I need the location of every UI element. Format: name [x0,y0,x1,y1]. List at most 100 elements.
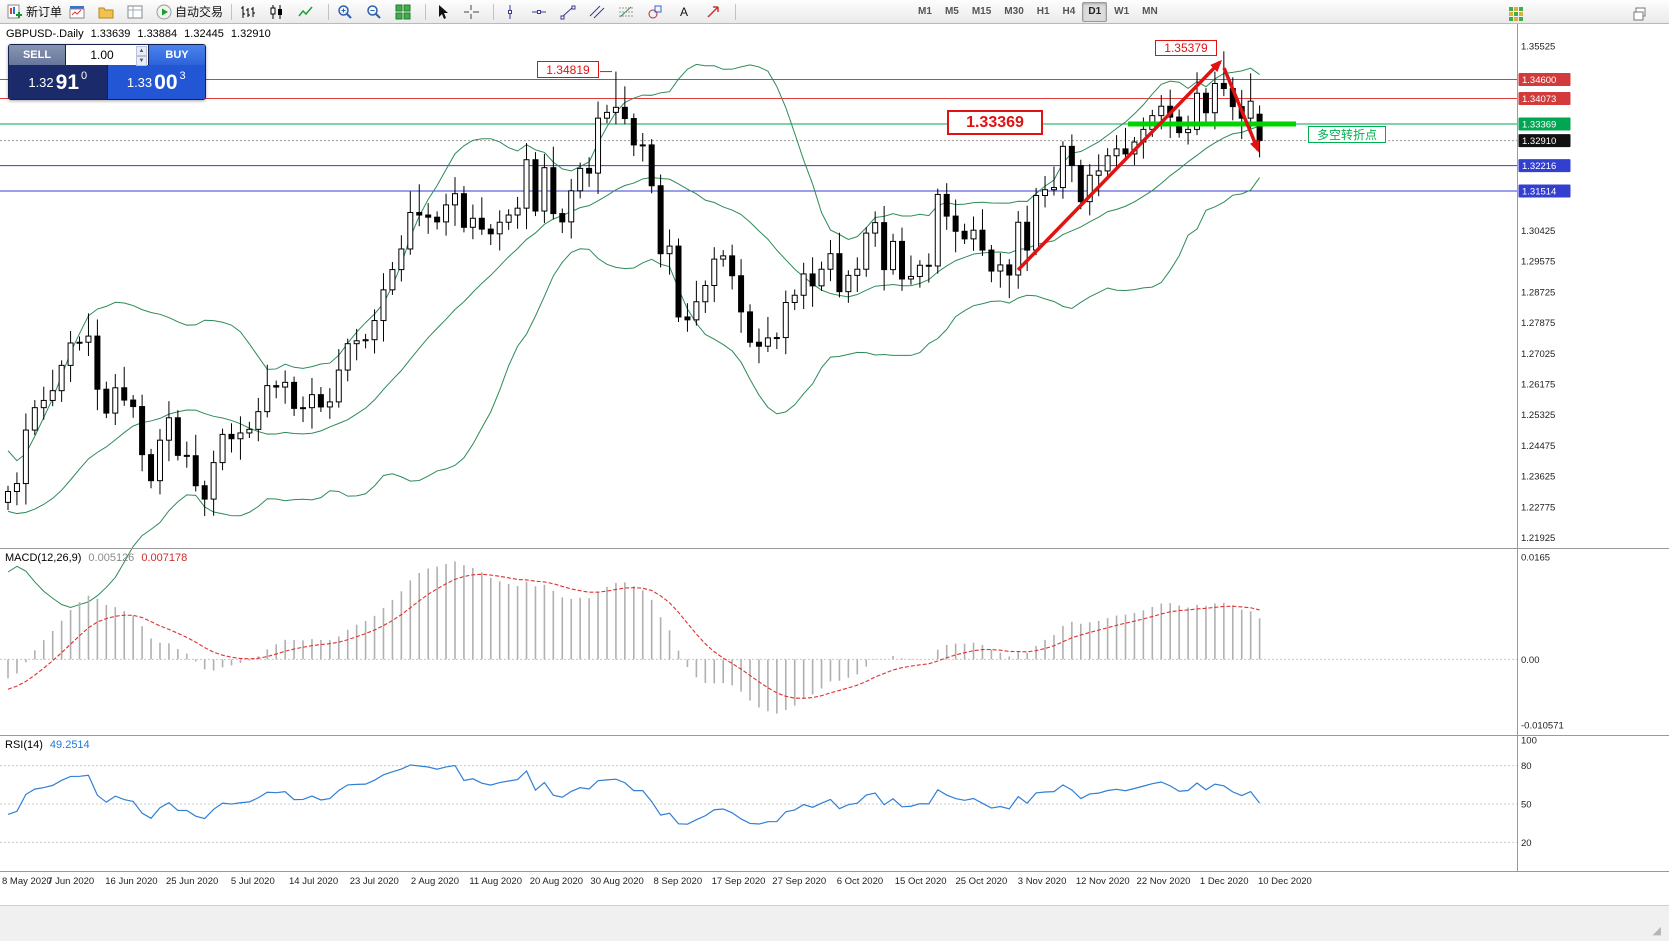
lot-spinner: ▲ ▼ [136,46,147,66]
hline-button[interactable] [528,1,556,23]
buy-price-point: 3 [179,70,186,82]
macd-panel-label: MACD(12,26,9) 0.005126 0.007178 [5,552,187,564]
buy-button[interactable]: BUY [149,45,205,65]
svg-text:-0.010571: -0.010571 [1521,721,1564,732]
tile-windows-button[interactable] [392,1,420,23]
data-window-button[interactable] [124,1,152,23]
trendline-button[interactable] [557,1,585,23]
cursor-icon [434,4,450,20]
price-callout-1-34819[interactable]: 1.34819 [537,61,599,78]
text-label-button[interactable]: A [673,1,701,23]
buy-price-big: 1.33 [126,74,153,90]
window-layout-button[interactable] [1629,3,1657,25]
svg-text:1.34073: 1.34073 [1522,94,1556,105]
candles-layer [5,51,1263,517]
toolbar-separator [425,3,427,20]
tile-windows-icon [395,4,411,20]
line-chart-button[interactable] [295,1,323,23]
window-layout-icon [1632,6,1648,22]
svg-text:22 Nov 2020: 22 Nov 2020 [1137,876,1191,887]
zoom-in-button[interactable] [334,1,362,23]
zoom-out-button[interactable] [363,1,391,23]
lot-decrease-button[interactable]: ▼ [136,56,147,66]
vline-icon [502,4,518,20]
resize-grip-icon[interactable]: ◢ [1652,925,1661,937]
svg-text:20: 20 [1521,838,1532,849]
price-axis: 1.35525 1.30425 1.29575 1.28725 1.27875 1.270… [1518,42,1571,544]
toolbar-right-group [1505,3,1657,25]
indicators-grid-icon [1508,6,1524,22]
svg-text:8 May 2020: 8 May 2020 [2,876,52,887]
timeframe-h1-button[interactable]: H1 [1036,6,1050,17]
svg-text:1.27025: 1.27025 [1521,349,1555,360]
price-callout-1-35379[interactable]: 1.35379 [1155,40,1217,56]
timeframe-mn-button[interactable]: MN [1142,6,1158,17]
svg-text:20 Aug 2020: 20 Aug 2020 [530,876,583,887]
svg-text:23 Jul 2020: 23 Jul 2020 [350,876,399,887]
arrow-tool-button[interactable] [702,1,730,23]
thick-green-level-line[interactable] [1128,121,1296,127]
crosshair-button[interactable] [460,1,488,23]
top-toolbar: 新订单 自动交易 A M1 M5 M15 M30 H1 H4 D1 W1 MN [0,0,1669,24]
svg-text:A: A [680,5,688,19]
profiles-icon [98,4,114,20]
fibonacci-button[interactable] [615,1,643,23]
svg-text:12 Nov 2020: 12 Nov 2020 [1076,876,1130,887]
note-bull-bear-turning-point[interactable]: 多空转折点 [1308,126,1386,143]
buy-price-button[interactable]: 1.33 00 3 [106,65,205,99]
svg-text:25 Oct 2020: 25 Oct 2020 [955,876,1007,887]
svg-text:1.34600: 1.34600 [1522,75,1556,86]
svg-text:7 Jun 2020: 7 Jun 2020 [47,876,94,887]
svg-text:1.23625: 1.23625 [1521,472,1555,483]
status-strip: ◢ [0,905,1669,941]
fibonacci-icon [618,4,634,20]
svg-text:1.28725: 1.28725 [1521,287,1555,298]
price-callout-1-33369[interactable]: 1.33369 [947,110,1043,135]
bollinger-bands-layer [7,63,1261,608]
chart-window-button[interactable] [66,1,94,23]
candles-chart-button[interactable] [266,1,294,23]
svg-text:11 Aug 2020: 11 Aug 2020 [469,876,522,887]
chart-window-icon [69,4,85,20]
timeframe-d1-button[interactable]: D1 [1082,1,1108,22]
svg-text:1.33369: 1.33369 [1522,119,1556,130]
sell-price-big: 1.32 [28,74,54,90]
svg-text:1.32216: 1.32216 [1522,161,1556,172]
chart-ohlc-high: 1.33884 [137,28,178,40]
timeframe-w1-button[interactable]: W1 [1114,6,1130,17]
channel-icon [589,4,605,20]
svg-text:1.32910: 1.32910 [1522,136,1556,147]
lot-size-input[interactable] [66,47,148,63]
trend-arrows-layer[interactable] [1016,59,1260,272]
bars-chart-icon [240,4,256,20]
indicators-grid-button[interactable] [1505,3,1533,25]
timeframe-m1-button[interactable]: M1 [918,6,932,17]
timeframe-m5-button[interactable]: M5 [944,6,959,17]
sell-price-button[interactable]: 1.32 91 0 [9,65,107,99]
macd-signal-value: 0.007178 [141,552,188,564]
timeframe-m15-button[interactable]: M15 [971,6,992,17]
zoom-out-icon [366,4,382,20]
svg-text:5 Jul 2020: 5 Jul 2020 [231,876,275,887]
macd-indicator-name: MACD(12,26,9) [5,552,82,564]
bars-chart-button[interactable] [237,1,265,23]
vline-button[interactable] [499,1,527,23]
autotrading-button[interactable]: 自动交易 [153,1,226,23]
svg-text:1.25325: 1.25325 [1521,410,1555,421]
channel-button[interactable] [586,1,614,23]
timeframe-m30-button[interactable]: M30 [1004,6,1024,17]
shapes-button[interactable] [644,1,672,23]
svg-text:17 Sep 2020: 17 Sep 2020 [712,876,766,887]
timeframe-h4-button[interactable]: H4 [1062,6,1076,17]
autotrading-label: 自动交易 [175,5,224,19]
shapes-icon [647,4,663,20]
svg-text:1.27875: 1.27875 [1521,318,1555,329]
sell-button[interactable]: SELL [9,45,65,65]
cursor-button[interactable] [431,1,459,23]
chart-canvas[interactable]: 1.35525 1.30425 1.29575 1.28725 1.27875 1.270… [0,24,1669,905]
new-order-button[interactable]: 新订单 [4,1,65,23]
lot-increase-button[interactable]: ▲ [136,46,147,56]
profiles-button[interactable] [95,1,123,23]
toolbar-separator [231,3,233,20]
chart-ohlc-low: 1.32445 [184,28,224,40]
